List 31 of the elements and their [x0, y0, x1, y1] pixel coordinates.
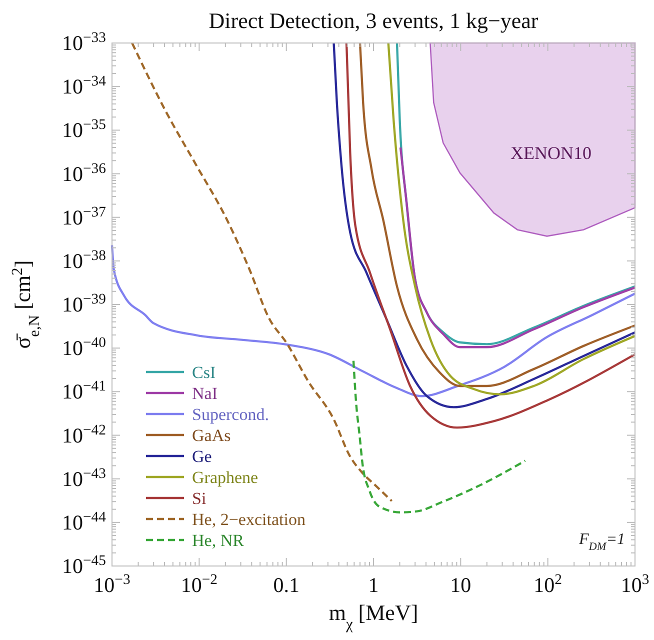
x-tick-label: 10 [450, 573, 472, 597]
x-tick-label: 10$^{3}$ [620, 572, 650, 597]
x-tick-label: 0.1 [273, 573, 300, 597]
annotation: XENON10 [510, 142, 592, 163]
y-tick-label: 10$^{−42}$ [62, 422, 106, 448]
legend-label: He, NR [192, 531, 245, 550]
y-tick-label: 10$^{−40}$ [62, 335, 106, 360]
legend-label: Graphene [192, 468, 258, 487]
y-tick-label: 10$^{−37}$ [62, 204, 106, 230]
y-tick-label: 10$^{−35}$ [62, 117, 106, 142]
y-tick-label: 10$^{−36}$ [62, 160, 106, 186]
y-tick-label: 10$^{−33}$ [62, 30, 106, 55]
legend-label: GaAs [192, 426, 231, 445]
y-tick-label: 10$^{−38}$ [62, 248, 106, 273]
legend-label: CsI [192, 363, 216, 382]
legend-label: He, 2−excitation [192, 510, 306, 529]
y-tick-label: 10$^{−41}$ [62, 378, 106, 404]
y-tick-label: 10$^{−43}$ [62, 466, 106, 491]
chart-title: Direct Detection, 3 events, 1 kg−year [208, 8, 539, 33]
y-tick-label: 10$^{−39}$ [62, 292, 106, 316]
legend-label: Supercond. [192, 405, 269, 424]
y-tick-label: 10$^{−34}$ [62, 74, 107, 99]
y-tick-label: 10$^{−44}$ [62, 509, 107, 534]
x-tick-label: 10$^{2}$ [534, 572, 562, 597]
legend-label: NaI [192, 384, 218, 403]
x-axis-title: m$_{χ}$ [MeV] [328, 600, 418, 632]
x-tick-label: 1 [368, 573, 379, 597]
annotation: F$_{DM}$=1 [578, 531, 625, 553]
x-tick-label: 10$^{−2}$ [180, 572, 218, 597]
legend-label: Si [192, 489, 206, 508]
legend-label: Ge [192, 447, 212, 466]
